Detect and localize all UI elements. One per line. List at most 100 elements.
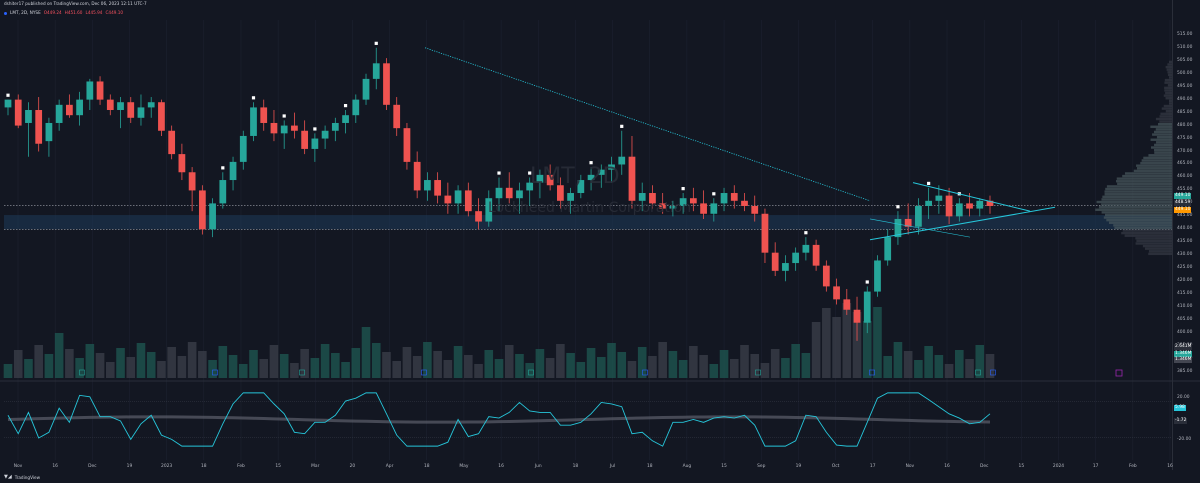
rsi-tick-lower: -20.00 [1177,437,1191,442]
volume-bar [730,359,739,378]
price-tick: 435.00 [1177,239,1192,244]
volume-bar [781,358,790,378]
volume-bar [975,345,984,378]
volume-profile-bar [1117,183,1172,185]
volume-profile-bar [1107,185,1172,187]
candle-body [946,196,953,217]
time-tick: 16 [1167,464,1173,469]
time-tick: Jul [610,464,615,469]
volume-bar [822,308,831,378]
candle-body [291,126,298,131]
volume-bar [229,355,238,378]
volume-bar [607,343,616,378]
volume-bar [351,348,360,378]
watermark-ticker: LMT, 2D [530,164,620,189]
price-tick: 515.00 [1177,32,1192,37]
candle-body [966,203,973,208]
time-tick: May [459,464,468,469]
candle-body [976,201,983,209]
rsi-value-tag: 5.98 [1174,405,1186,411]
volume-profile-bar [1154,149,1172,151]
time-tick: Jun [535,464,542,469]
price-tick: 415.00 [1177,291,1192,296]
time-tick: 18 [647,464,653,469]
rsi-signal-tag: -1.72 [1174,418,1187,424]
candle-body [772,253,779,271]
candle-body [127,102,134,118]
volume-bar [965,359,974,378]
volume-profile-bar [1113,224,1172,226]
volume-bar [321,344,330,378]
time-tick: 18 [573,464,579,469]
candle-body [66,105,73,115]
volume-profile-bar [1109,222,1172,224]
candle-body [301,131,308,149]
volume-bar [935,355,944,378]
volume-profile-bar [1136,240,1172,242]
signal-marker [283,114,286,117]
volume-bar [832,317,841,378]
volume-profile-bar [1157,136,1172,138]
candle-body [813,245,820,266]
volume-bar [986,354,995,378]
volume-profile-bar [1148,154,1172,156]
signal-marker [712,192,715,195]
volume-bar [372,343,381,378]
footer-brand[interactable]: TradingView [15,475,40,480]
volume-bar [423,342,432,378]
time-tick: 16 [52,464,58,469]
volume-profile-bar [1148,253,1172,255]
candle-body [424,180,431,190]
signal-marker [682,187,685,190]
volume-profile-bar [1136,164,1172,166]
candle-body [311,139,318,149]
volume-bar [883,356,892,378]
price-tick: 440.00 [1177,226,1192,231]
candle-body [148,102,155,107]
watermark-company: Lockheed Martin Corporation [488,200,691,216]
time-tick: 15 [721,464,727,469]
volume-bar [55,333,64,378]
volume-profile-bar [1104,190,1172,192]
volume-bar [955,350,964,378]
volume-bar [761,363,770,378]
candle-body [721,193,728,203]
volume-profile-bar [1123,229,1172,231]
volume-bar [474,364,483,378]
price-tick: 465.00 [1177,161,1192,166]
volume-profile-bar [1095,209,1172,211]
volume-profile-bar [1159,120,1172,122]
volume-bar [65,349,74,378]
candle-body [925,201,932,206]
time-tick: Sep [757,464,765,469]
volume-profile-bar [1104,216,1172,218]
volume-profile-bar [1099,206,1172,208]
time-tick: 19 [796,464,802,469]
volume-bar [444,360,453,378]
candle-body [782,263,789,271]
time-tick: Feb [1129,464,1137,469]
volume-bar [24,359,33,378]
candle-body [455,190,462,203]
volume-profile-bar [1137,167,1172,169]
volume-profile-bar [1164,81,1172,83]
volume-profile-bar [1154,144,1172,146]
volume-profile-bar [1105,193,1172,195]
candle-body [342,115,349,123]
volume-bar [116,348,125,378]
volume-bar [239,364,248,378]
volume-profile-bar [1116,180,1172,182]
signal-marker [804,231,807,234]
signal-marker [375,42,378,45]
candle-body [465,190,472,211]
volume-profile-bar [1134,170,1172,172]
price-tick: 505.00 [1177,58,1192,63]
time-tick: Dec [980,464,989,469]
candle-body [854,310,861,323]
price-tick: 500.00 [1177,71,1192,76]
volume-bar [648,356,657,378]
volume-bar [34,345,43,378]
volume-profile-bar [1121,232,1172,234]
time-tick: 2024 [1053,464,1064,469]
